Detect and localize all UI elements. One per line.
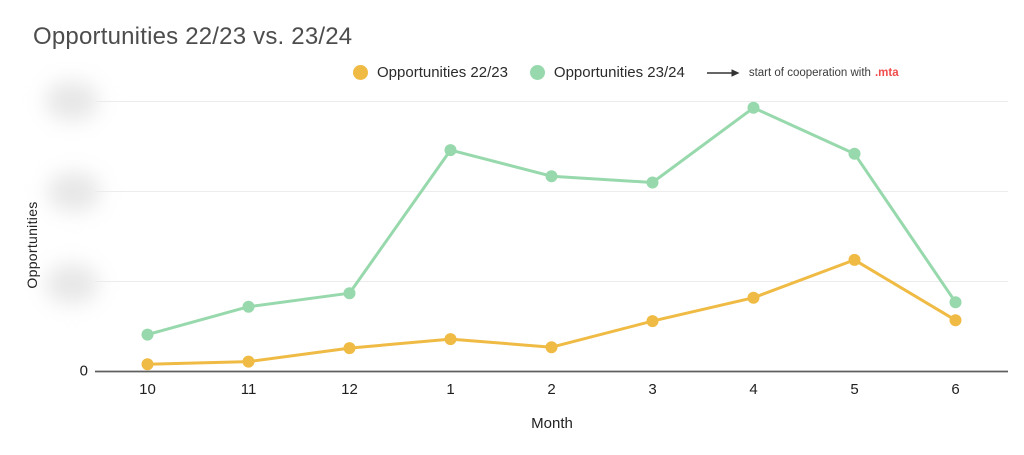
legend-dot-2223-icon [353,65,368,80]
data-point[interactable] [545,170,558,183]
data-point[interactable] [444,144,457,157]
data-point[interactable] [747,101,760,114]
redacted-y-tick-label [45,264,99,304]
chart-legend: Opportunities 22/23 Opportunities 23/24 … [353,64,899,81]
x-tick-label: 1 [446,381,455,398]
x-tick-label: 4 [749,381,758,398]
page-title: Opportunities 22/23 vs. 23/24 [33,23,353,50]
series-line [146,106,957,337]
annotation-text: start of cooperation with [748,66,871,79]
x-tick-label: 6 [951,381,960,398]
data-point[interactable] [545,341,558,354]
y-tick-zero: 0 [79,362,88,380]
x-tick-label: 10 [139,381,156,398]
data-point[interactable] [242,300,255,313]
legend-dot-2324-icon [529,65,545,80]
data-point[interactable] [444,333,457,346]
legend-label-2324: Opportunities 23/24 [553,64,685,81]
legend-item-opportunities-2223[interactable]: Opportunities 22/23 [353,64,508,81]
data-point[interactable] [343,287,356,300]
data-point[interactable] [949,296,962,309]
cooperation-annotation: start of cooperation with .mta [706,66,899,79]
long-right-arrow-icon [706,68,740,77]
x-tick-label: 2 [547,381,556,398]
data-point[interactable] [848,253,861,266]
legend-item-opportunities-2324[interactable]: Opportunities 23/24 [529,64,685,81]
x-tick-label: 11 [240,381,257,398]
data-point[interactable] [646,315,659,328]
data-point[interactable] [242,355,255,368]
data-point[interactable] [343,342,356,355]
x-tick-label: 5 [850,381,859,398]
data-point[interactable] [949,314,962,327]
data-point[interactable] [141,328,154,341]
data-point[interactable] [747,291,760,304]
x-tick-label: 12 [341,381,358,398]
redacted-y-tick-label [47,172,101,212]
data-point[interactable] [646,176,659,189]
x-tick-label: 3 [648,381,657,398]
x-axis-label: Month [531,415,573,432]
legend-label-2223: Opportunities 22/23 [377,64,508,81]
data-point[interactable] [141,358,154,371]
y-axis-label: Opportunities [24,201,40,289]
annotation-highlight: .mta [874,66,899,79]
redacted-y-tick-label [45,81,99,121]
data-point[interactable] [848,147,861,160]
